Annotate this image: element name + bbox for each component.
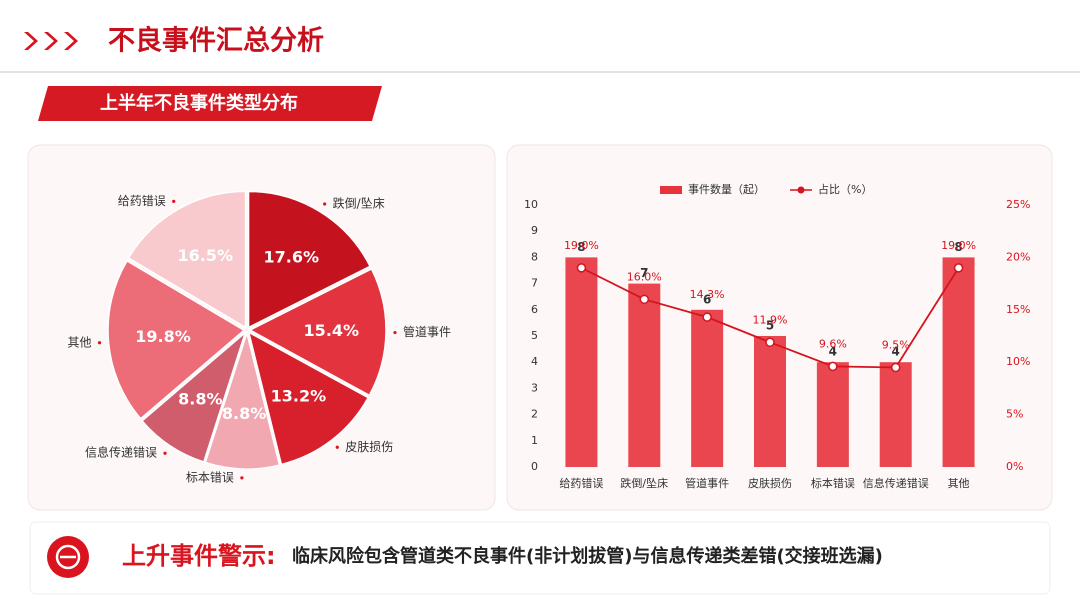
line-value-label: 14.3% (690, 288, 725, 301)
pie-slice (204, 330, 281, 470)
pie-slice (247, 330, 370, 466)
y2-tick-label: 20% (1006, 250, 1030, 263)
y-tick-label: 2 (531, 408, 538, 421)
page-title: 不良事件汇总分析 (108, 25, 324, 57)
slice-category-label: 标本错误 (186, 470, 234, 484)
leader-dot (97, 341, 102, 345)
x-tick-label: 其他 (948, 477, 970, 490)
y-tick-label: 8 (531, 250, 538, 263)
y2-tick-label: 25% (1006, 198, 1030, 211)
leader-dot (240, 476, 244, 480)
alert-icon-ring (55, 544, 81, 570)
footer-card (29, 521, 1051, 595)
combo-chart: 0 1 2 3 4 5 6 7 8 9 10 0% 5% 10% 15% 20% 25% 给药错误 跌倒/坠床 管道事… (524, 182, 1030, 490)
bar-value-label: 6 (703, 292, 711, 306)
y-tick-label: 10 (524, 198, 538, 211)
slice-category-label: 其他 (68, 335, 92, 349)
line-point (576, 263, 587, 273)
slice-value-label: 17.6% (263, 248, 319, 267)
x-tick-label: 跌倒/坠床 (620, 476, 668, 490)
chevrons (24, 32, 78, 50)
x-tick-label: 标本错误 (811, 476, 855, 490)
bar-value-label: 8 (954, 240, 962, 254)
bar (879, 362, 912, 467)
line-point (953, 263, 964, 273)
line-value-label: 19.0% (941, 239, 976, 252)
line-point (639, 294, 650, 305)
bar-value-label: 7 (640, 266, 648, 280)
legend-label: 占比（%） (818, 182, 872, 196)
y-tick-label: 0 (531, 460, 538, 473)
slice-category-label: 跌倒/坠床 (333, 196, 385, 211)
leader-dot (163, 451, 167, 455)
slice-value-label: 8.8% (222, 404, 266, 423)
line-point (765, 337, 775, 348)
legend-swatch-dot (797, 186, 805, 194)
slice-category-label: 皮肤损伤 (345, 439, 393, 454)
bar-value-label: 4 (829, 345, 837, 359)
bar (691, 309, 724, 467)
x-tick-label: 皮肤损伤 (748, 476, 792, 490)
x-tick-label: 管道事件 (685, 476, 729, 490)
slice-category-label: 信息传递错误 (85, 445, 157, 460)
pie-slice (248, 267, 387, 397)
leader-dot (323, 202, 327, 206)
line-value-label: 9.6% (819, 337, 847, 350)
slice-category-label: 管道事件 (403, 324, 451, 339)
slice-value-label: 15.4% (304, 321, 360, 340)
line-value-label: 19.0% (564, 239, 599, 252)
bar (942, 257, 975, 467)
slice-value-label: 8.8% (178, 390, 222, 409)
slice-value-label: 13.2% (271, 386, 327, 405)
y2-tick-label: 10% (1006, 355, 1030, 368)
x-tick-label: 给药错误 (559, 476, 603, 490)
pie-slice (127, 190, 247, 329)
line-value-label: 16.0% (627, 270, 662, 283)
slice-value-label: 19.8% (135, 327, 191, 346)
line-value-label: 11.9% (753, 313, 788, 326)
pie-slice (107, 259, 246, 420)
bar (628, 283, 661, 467)
bar-value-label: 5 (766, 319, 774, 333)
leader-dot (335, 445, 339, 449)
bar (754, 336, 786, 467)
footer-text: 临床风险包含管道类不良事件(非计划拔管)与信息传递类差错(交接班选漏) (292, 545, 883, 567)
y2-tick-label: 0% (1006, 460, 1023, 473)
slice-category-label: 给药错误 (118, 194, 166, 208)
pie-chart: 17.6% 跌倒/坠床 15.4% 管道事件 13.2% 皮肤损伤 8.8% 标本错误 8.8%… (68, 190, 451, 484)
bar (816, 362, 849, 467)
y2-tick-label: 15% (1006, 303, 1030, 316)
y-tick-label: 1 (531, 434, 538, 447)
legend-label: 事件数量（起） (688, 183, 765, 196)
y2-tick-label: 5% (1006, 408, 1023, 421)
subtitle: 上半年不良事件类型分布 (100, 92, 298, 114)
slice-value-label: 16.5% (178, 246, 234, 265)
line-value-label: 9.5% (882, 338, 910, 351)
line-point (702, 312, 712, 322)
y-tick-label: 4 (531, 355, 538, 368)
y-tick-label: 5 (531, 329, 538, 342)
leader-dot (393, 330, 397, 335)
y-tick-label: 6 (531, 303, 538, 316)
bar-value-label: 8 (577, 240, 585, 254)
pie-slice (140, 330, 247, 463)
legend-swatch (660, 186, 682, 194)
bar (565, 257, 598, 467)
subtitle-banner (38, 86, 382, 121)
y-tick-label: 7 (531, 277, 538, 290)
x-tick-label: 信息传递错误 (863, 476, 929, 490)
footer-label: 上升事件警示: (122, 542, 276, 570)
leader-dot (172, 199, 176, 204)
line-point (828, 361, 838, 372)
y-tick-label: 3 (531, 381, 538, 394)
line-point (890, 362, 901, 373)
bar-value-label: 4 (892, 345, 900, 359)
pie-slice (247, 190, 372, 329)
y-tick-label: 9 (531, 224, 538, 237)
